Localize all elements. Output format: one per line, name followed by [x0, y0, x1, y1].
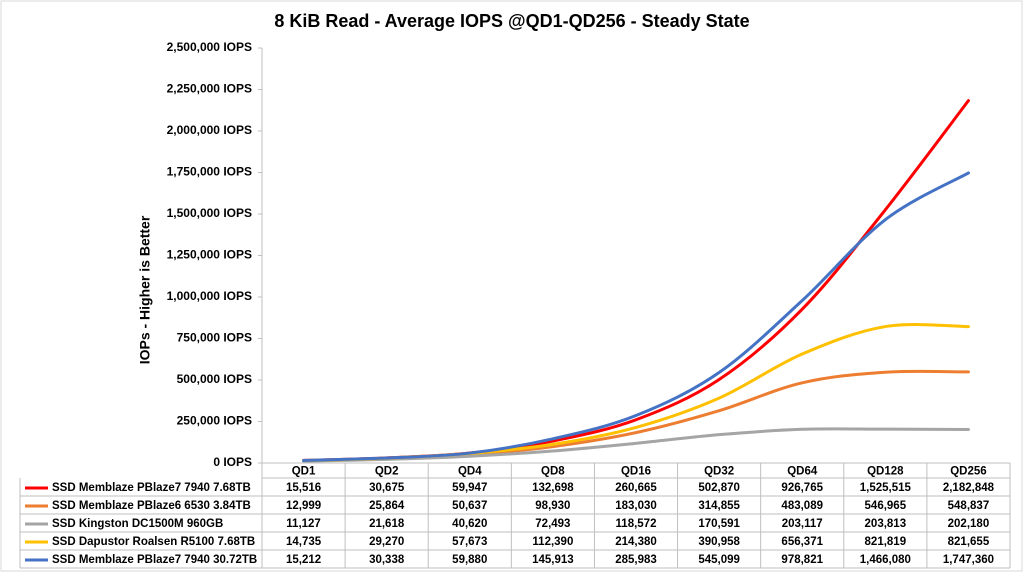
- y-tick-label: 2,250,000 IOPS: [167, 82, 252, 96]
- table-cell: 30,338: [369, 554, 405, 566]
- y-tick-label: 1,000,000 IOPS: [167, 289, 252, 303]
- legend-label: SSD Memblaze PBlaze7 7940 7.68TB: [52, 482, 251, 494]
- table-cell: 132,698: [532, 482, 574, 494]
- table-cell: 978,821: [781, 554, 823, 566]
- table-cell: 214,380: [615, 536, 657, 548]
- series-line: [302, 171, 970, 462]
- table-cell: 2,182,848: [943, 482, 995, 494]
- table-cell: 11,127: [286, 518, 321, 530]
- chart-title: 8 KiB Read - Average IOPS @QD1-QD256 - S…: [274, 11, 749, 31]
- table-cell: 118,572: [616, 518, 657, 530]
- series-line: [302, 427, 970, 463]
- x-tick-label: QD128: [867, 466, 904, 478]
- table-cell: 502,870: [698, 482, 740, 494]
- table-cell: 15,212: [286, 554, 321, 566]
- x-tick-label: QD1: [292, 466, 316, 478]
- table-cell: 57,673: [452, 536, 487, 548]
- x-tick-label: QD2: [375, 466, 399, 478]
- table-cell: 29,270: [369, 536, 404, 548]
- table-cell: 546,965: [865, 500, 907, 512]
- y-tick-label: 2,000,000 IOPS: [167, 123, 252, 137]
- table-cell: 30,675: [369, 482, 405, 494]
- x-tick-label: QD4: [458, 466, 482, 478]
- y-tick-label: 750,000 IOPS: [177, 331, 252, 345]
- table-cell: 59,880: [452, 554, 487, 566]
- x-tick-label: QD256: [950, 466, 986, 478]
- table-cell: 12,999: [286, 500, 321, 512]
- table-cell: 260,665: [615, 482, 657, 494]
- table-cell: 145,913: [532, 554, 574, 566]
- table-cell: 112,390: [532, 536, 573, 548]
- table-cell: 1,747,360: [943, 554, 994, 566]
- table-cell: 98,930: [535, 500, 570, 512]
- table-cell: 59,947: [452, 482, 487, 494]
- x-tick-label: QD16: [621, 466, 651, 478]
- table-cell: 40,620: [452, 518, 487, 530]
- table-cell: 183,030: [615, 500, 657, 512]
- x-tick-label: QD8: [541, 466, 565, 478]
- y-tick-label: 1,250,000 IOPS: [167, 248, 252, 262]
- table-cell: 72,493: [535, 518, 570, 530]
- table-cell: 314,855: [698, 500, 740, 512]
- table-cell: 170,591: [698, 518, 740, 530]
- table-cell: 203,813: [865, 518, 907, 530]
- legend-label: SSD Dapustor Roalsen R5100 7.68TB: [52, 536, 255, 548]
- table-cell: 1,466,080: [860, 554, 911, 566]
- x-tick-label: QD32: [704, 466, 734, 478]
- legend-label: SSD Memblaze PBlaze6 6530 3.84TB: [52, 500, 251, 512]
- legend-label: SSD Memblaze PBlaze7 7940 30.72TB: [52, 554, 257, 566]
- legend-label: SSD Kingston DC1500M 960GB: [52, 518, 223, 530]
- y-axis-title: IOPs - Higher is Better: [137, 215, 153, 364]
- y-tick-label: 0 IOPS: [213, 455, 252, 469]
- table-cell: 25,864: [369, 500, 405, 512]
- table-cell: 656,371: [781, 536, 823, 548]
- table-cell: 483,089: [781, 500, 823, 512]
- y-tick-label: 1,500,000 IOPS: [167, 206, 252, 220]
- table-cell: 821,819: [865, 536, 907, 548]
- y-tick-label: 1,750,000 IOPS: [167, 165, 252, 179]
- table-cell: 1,525,515: [860, 482, 912, 494]
- y-tick-label: 250,000 IOPS: [177, 414, 252, 428]
- table-cell: 545,099: [698, 554, 740, 566]
- table-cell: 15,516: [286, 482, 321, 494]
- table-cell: 14,735: [286, 536, 322, 548]
- table-cell: 548,837: [948, 500, 990, 512]
- table-cell: 821,655: [948, 536, 990, 548]
- table-cell: 203,117: [782, 518, 823, 530]
- table-cell: 390,958: [698, 536, 740, 548]
- y-tick-label: 500,000 IOPS: [177, 372, 252, 386]
- table-cell: 285,983: [615, 554, 657, 566]
- table-cell: 202,180: [948, 518, 990, 530]
- table-cell: 926,765: [781, 482, 823, 494]
- x-tick-label: QD64: [787, 466, 818, 478]
- table-cell: 50,637: [452, 500, 487, 512]
- y-tick-label: 2,500,000 IOPS: [167, 40, 252, 54]
- table-cell: 21,618: [369, 518, 405, 530]
